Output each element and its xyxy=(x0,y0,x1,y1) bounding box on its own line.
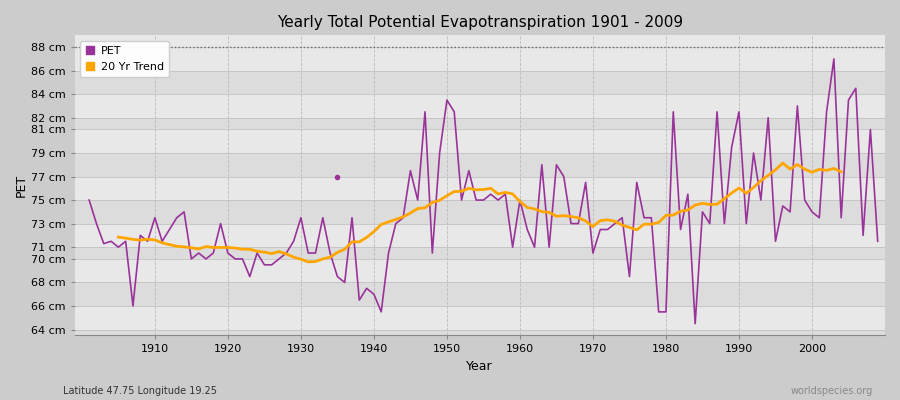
Bar xyxy=(75,118,885,130)
Legend: PET, 20 Yr Trend: PET, 20 Yr Trend xyxy=(80,41,169,77)
Y-axis label: PET: PET xyxy=(15,174,28,197)
Bar xyxy=(75,71,885,94)
Bar xyxy=(75,200,885,224)
Bar xyxy=(75,176,885,200)
Text: Latitude 47.75 Longitude 19.25: Latitude 47.75 Longitude 19.25 xyxy=(63,386,217,396)
Bar xyxy=(75,224,885,247)
Bar xyxy=(75,282,885,306)
X-axis label: Year: Year xyxy=(466,360,493,373)
Text: worldspecies.org: worldspecies.org xyxy=(791,386,873,396)
Bar xyxy=(75,247,885,259)
Bar xyxy=(75,330,885,336)
Bar xyxy=(75,153,885,176)
Bar xyxy=(75,35,885,47)
Bar xyxy=(75,94,885,118)
Bar xyxy=(75,259,885,282)
Bar xyxy=(75,306,885,330)
Title: Yearly Total Potential Evapotranspiration 1901 - 2009: Yearly Total Potential Evapotranspiratio… xyxy=(276,15,683,30)
Bar xyxy=(75,130,885,153)
Bar xyxy=(75,47,885,71)
